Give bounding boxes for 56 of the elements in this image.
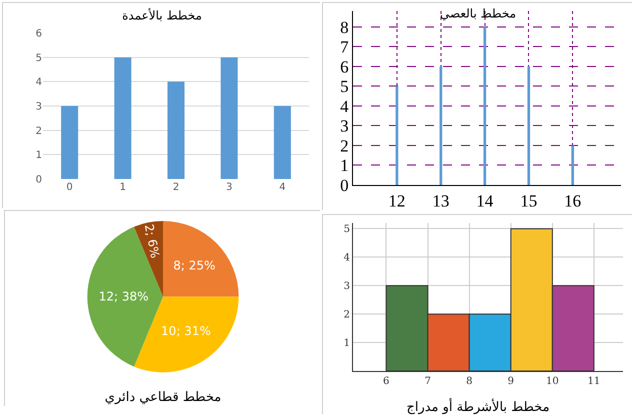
bar [527, 66, 530, 185]
y-tick-label: 7 [340, 38, 350, 57]
y-tick-label: 5 [344, 224, 350, 236]
y-tick-label: 6 [36, 28, 42, 40]
bar [396, 86, 398, 185]
x-tick-label: 4 [279, 182, 286, 193]
bar [114, 57, 132, 179]
x-tick-label: 14 [476, 191, 494, 210]
pie-slice [163, 221, 239, 297]
x-tick-label: 1 [120, 182, 126, 193]
bar [483, 26, 486, 185]
y-tick-label: 3 [340, 116, 349, 136]
bar [440, 66, 442, 185]
y-tick-label: 1 [36, 150, 42, 162]
data-label: 10; 31% [161, 324, 211, 338]
y-tick-label: 3 [344, 281, 350, 292]
pie-slice [87, 226, 163, 367]
y-tick-label: 2 [340, 136, 349, 156]
text: مخطط قطاعي دائري [104, 390, 222, 406]
y-tick-label: 1 [344, 338, 350, 350]
x-tick-label: 2 [172, 182, 180, 193]
y-tick-label: 8 [340, 18, 349, 37]
data-label: 2; 6% [142, 222, 162, 260]
x-tick-label: 3 [226, 182, 232, 193]
x-tick-label: 9 [508, 376, 514, 387]
data-label: 12; 38% [98, 290, 149, 304]
x-tick-label: 11 [588, 376, 600, 387]
data-label: 8; 25% [173, 258, 216, 272]
bar [220, 57, 238, 179]
y-tick-label: 5 [340, 77, 349, 96]
x-tick-label: 12 [388, 191, 406, 210]
bar [274, 106, 291, 179]
y-tick-label: 6 [340, 57, 349, 76]
y-tick-label: 4 [344, 252, 350, 264]
y-tick-label: 4 [36, 77, 42, 88]
y-tick-label: 3 [36, 102, 42, 112]
y-tick-label: 2 [36, 126, 42, 137]
y-tick-label: 2 [344, 310, 350, 321]
chart-title: مخطط بالعصي [440, 6, 516, 21]
bar [167, 82, 185, 179]
x-tick-label: 10 [546, 376, 559, 387]
x-tick-label: 8 [466, 376, 472, 387]
bar [571, 145, 574, 185]
y-tick-label: 5 [36, 52, 42, 64]
x-tick-label: 0 [66, 182, 73, 193]
x-tick-label: 16 [564, 191, 582, 210]
y-tick-label: 0 [36, 174, 42, 186]
y-tick-label: 4 [340, 96, 350, 116]
x-tick-label: 15 [520, 191, 538, 210]
y-tick-label: 1 [340, 156, 349, 176]
text: مخطط بالأشرطة أو مدراج [406, 398, 550, 415]
x-tick-label: 6 [383, 376, 390, 387]
x-tick-label: 7 [424, 376, 431, 387]
bar [61, 106, 78, 179]
x-tick-label: 13 [432, 191, 450, 210]
chart-title: مخطط بالأعمدة [122, 8, 202, 23]
